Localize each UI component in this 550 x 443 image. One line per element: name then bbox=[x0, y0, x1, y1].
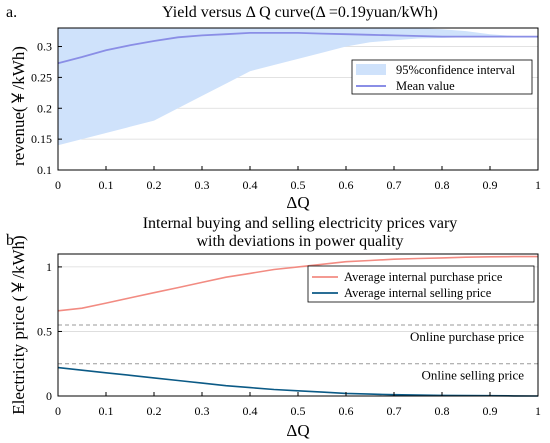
panel-b-x-axis-label: ΔQ bbox=[286, 421, 309, 440]
x-tick-label: 0.1 bbox=[99, 178, 114, 192]
legend-label-internal-selling: Average internal selling price bbox=[344, 286, 492, 300]
panel-a-x-axis-label: ΔQ bbox=[286, 193, 309, 212]
panel-b-legend: Average internal purchase price Average … bbox=[307, 265, 535, 303]
panel-b-y-axis-label: Electricity price (￥/kWh) bbox=[9, 235, 28, 414]
panel-a-legend: 95%confidence interval Mean value bbox=[351, 59, 533, 95]
panel-b-title-line-1: Internal buying and selling electricity … bbox=[143, 215, 458, 232]
online-selling-price-label: Online selling price bbox=[421, 368, 524, 383]
legend-label-internal-purchase: Average internal purchase price bbox=[344, 270, 503, 284]
x-tick-label: 0.6 bbox=[339, 178, 354, 192]
x-tick-label: 1 bbox=[535, 404, 541, 418]
x-tick-label: 0.9 bbox=[483, 404, 498, 418]
panel-a-y-ticks: 0.1 0.15 0.2 0.25 0.3 bbox=[31, 40, 62, 177]
y-tick-label: 0.5 bbox=[37, 324, 52, 338]
x-tick-label: 0.3 bbox=[195, 178, 210, 192]
x-tick-label: 1 bbox=[535, 178, 541, 192]
panel-b-title-line-2: with deviations in power quality bbox=[196, 233, 403, 250]
x-tick-label: 0.6 bbox=[339, 404, 354, 418]
x-tick-label: 0.3 bbox=[195, 404, 210, 418]
y-tick-label: 0.1 bbox=[37, 163, 52, 177]
y-tick-label: 1 bbox=[46, 260, 52, 274]
panel-b-y-ticks: 00.51 bbox=[37, 260, 62, 403]
legend-swatch-confidence-band bbox=[356, 64, 386, 75]
x-tick-label: 0.2 bbox=[147, 404, 162, 418]
x-tick-label: 0 bbox=[55, 178, 61, 192]
x-tick-label: 0.5 bbox=[291, 178, 306, 192]
panel-a-x-ticks: 0 0.1 0.2 0.3 0.4 0.5 0.6 0.7 0.8 0.9 1 bbox=[55, 166, 541, 192]
online-purchase-price-label: Online purchase price bbox=[410, 329, 524, 344]
panel-a-title: Yield versus Δ Q curve(Δ =0.19yuan/kWh) bbox=[162, 4, 438, 21]
legend-label-confidence-band: 95%confidence interval bbox=[396, 63, 516, 77]
panel-a-letter: a. bbox=[6, 4, 17, 21]
x-tick-label: 0.5 bbox=[291, 404, 306, 418]
panel-a-confidence-band bbox=[58, 28, 538, 146]
x-tick-label: 0.9 bbox=[483, 178, 498, 192]
panel-b: b. Internal buying and selling electrici… bbox=[6, 215, 541, 440]
x-tick-label: 0 bbox=[55, 404, 61, 418]
x-tick-label: 0.4 bbox=[243, 178, 258, 192]
x-tick-label: 0.4 bbox=[243, 404, 258, 418]
panel-a: a. Yield versus Δ Q curve(Δ =0.19yuan/kW… bbox=[6, 4, 541, 212]
mean-value-line bbox=[57, 32, 538, 65]
x-tick-label: 0.8 bbox=[435, 178, 450, 192]
x-tick-label: 0.8 bbox=[435, 404, 450, 418]
internal-purchase-price-line bbox=[57, 255, 538, 312]
x-tick-label: 0.1 bbox=[99, 404, 114, 418]
y-tick-label: 0.15 bbox=[31, 132, 52, 146]
y-tick-label: 0.2 bbox=[37, 101, 52, 115]
x-tick-label: 0.7 bbox=[387, 178, 402, 192]
panel-a-y-axis-label: revenue(￥/kWh) bbox=[9, 46, 28, 166]
confidence-band-area bbox=[58, 28, 538, 146]
panel-b-legend-box bbox=[307, 265, 535, 303]
panel-b-x-ticks: 0 0.1 0.2 0.3 0.4 0.5 0.6 0.7 0.8 0.9 1 bbox=[55, 392, 541, 418]
x-tick-label: 0.2 bbox=[147, 178, 162, 192]
y-tick-label: 0.3 bbox=[37, 40, 52, 54]
y-tick-label: 0 bbox=[46, 389, 52, 403]
legend-label-mean-value: Mean value bbox=[396, 79, 455, 93]
panel-b-reference-lines bbox=[58, 324, 538, 365]
y-tick-label: 0.25 bbox=[31, 70, 52, 84]
x-tick-label: 0.7 bbox=[387, 404, 402, 418]
panel-a-mean-line bbox=[57, 32, 538, 65]
panel-b-letter: b. bbox=[6, 232, 18, 249]
